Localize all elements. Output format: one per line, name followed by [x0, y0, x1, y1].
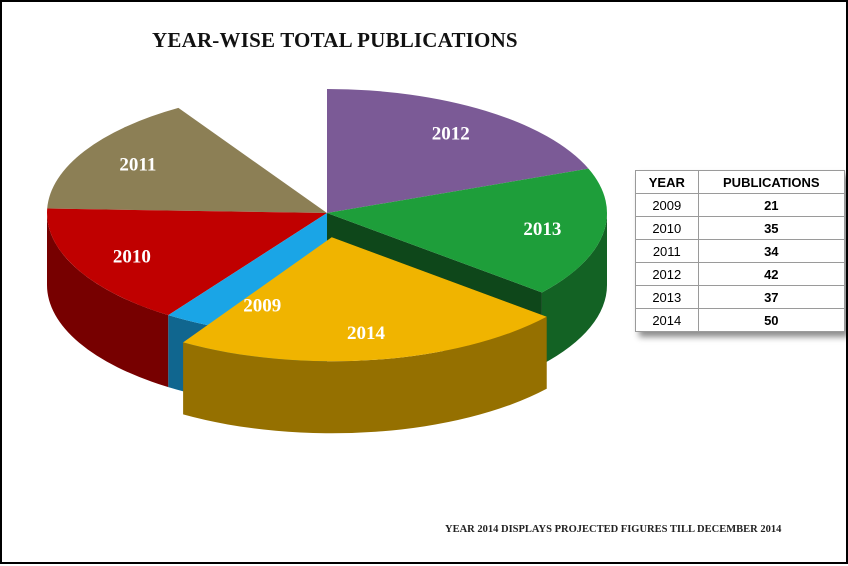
slice-side-2014	[183, 316, 547, 434]
table-cell-publications: 37	[697, 285, 846, 309]
slice-2012	[327, 89, 589, 213]
table-cell-publications: 35	[697, 216, 846, 240]
table-cell-publications: 21	[697, 193, 846, 217]
slice-label-2009: 2009	[243, 295, 281, 316]
table-header-year: YEAR	[635, 170, 699, 194]
chart-title: YEAR-WISE TOTAL PUBLICATIONS	[152, 28, 518, 52]
table-row: 2012 42	[635, 262, 846, 286]
table-cell-year: 2013	[635, 285, 699, 309]
table-cell-year: 2014	[635, 308, 699, 332]
table-row: 2011 34	[635, 239, 846, 263]
table-cell-year: 2012	[635, 262, 699, 286]
table-row: 2014 50	[635, 308, 846, 332]
table-row: 2009 21	[635, 193, 846, 217]
footnote: YEAR 2014 DISPLAYS PROJECTED FIGURES TIL…	[445, 524, 782, 535]
table-cell-year: 2009	[635, 193, 699, 217]
slice-label-2014: 2014	[347, 323, 386, 344]
table-row: 2013 37	[635, 285, 846, 309]
slice-label-2011: 2011	[119, 155, 156, 176]
table-cell-publications: 34	[697, 239, 846, 263]
slice-2010	[47, 208, 328, 316]
table-header-row: YEAR PUBLICATIONS	[635, 170, 846, 194]
data-table: YEAR PUBLICATIONS 2009 21 2010 35 2011 3…	[635, 170, 846, 332]
slice-label-2012: 2012	[432, 123, 470, 144]
slice-label-2013: 2013	[523, 219, 561, 240]
table-cell-publications: 50	[697, 308, 846, 332]
slice-2014	[183, 237, 547, 362]
slice-side-2013	[541, 213, 607, 365]
table-cell-year: 2011	[635, 239, 699, 263]
table-cell-year: 2010	[635, 216, 699, 240]
table-header-publications: PUBLICATIONS	[697, 170, 846, 194]
table-row: 2010 35	[635, 216, 846, 240]
slice-label-2010: 2010	[113, 246, 151, 267]
slice-2013	[327, 168, 607, 293]
slice-side-2010	[47, 213, 169, 388]
slice-2011	[47, 107, 327, 213]
table-cell-publications: 42	[697, 262, 846, 286]
